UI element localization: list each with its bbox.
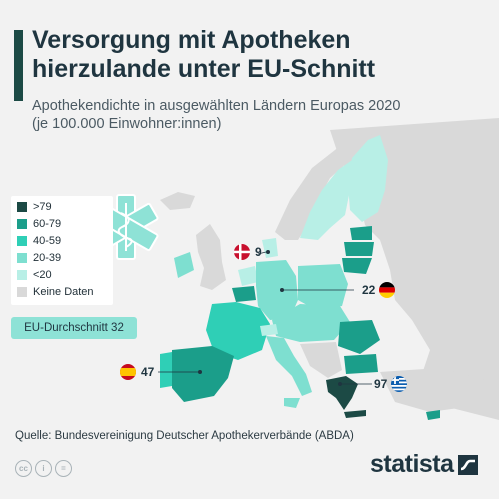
- license-icons: cc i =: [15, 460, 72, 477]
- leader-denmark-dot: [266, 250, 270, 254]
- region-uk: [196, 224, 226, 290]
- source-text: Quelle: Bundesvereinigung Deutscher Apot…: [15, 430, 354, 442]
- region-switzerland: [260, 324, 278, 336]
- region-ireland: [174, 252, 194, 278]
- region-netherlands: [238, 266, 258, 286]
- callout-value: 22: [362, 283, 376, 297]
- region-iceland: [160, 192, 195, 210]
- callout-germany: 22: [362, 282, 396, 298]
- callout-value: 97: [374, 377, 388, 391]
- attribution-icon[interactable]: i: [35, 460, 52, 477]
- legend-swatch: [17, 253, 27, 263]
- legend-label: 60-79: [33, 218, 62, 230]
- callout-denmark: 9: [234, 244, 262, 260]
- legend-swatch: [17, 270, 27, 280]
- callout-spain: 47: [120, 364, 154, 380]
- legend-label: 20-39: [33, 252, 62, 264]
- region-greece: [326, 376, 358, 410]
- legend-item: >79: [17, 199, 52, 215]
- legend-label: <20: [33, 269, 52, 281]
- legend-swatch: [17, 202, 27, 212]
- region-romania: [338, 320, 380, 354]
- denmark-flag-icon: [234, 244, 250, 260]
- page-subtitle: Apothekendichte in ausgewählten Ländern …: [32, 97, 400, 133]
- legend-item: 60-79: [17, 216, 61, 232]
- statista-logo-icon: [457, 454, 478, 475]
- legend-item: 40-59: [17, 233, 61, 249]
- region-balkans: [300, 342, 342, 378]
- subtitle-line2: (je 100.000 Einwohner:innen): [32, 116, 222, 132]
- leader-denmark: [257, 251, 267, 255]
- legend-label: 40-59: [33, 235, 62, 247]
- legend: >79 60-79 40-59 20-39 <20 Keine Daten: [11, 196, 113, 305]
- page-title: Versorgung mit Apotheken hierzulande unt…: [32, 26, 376, 83]
- eu-average-badge: EU-Durchschnitt 32: [11, 317, 137, 339]
- region-sicily: [284, 398, 300, 408]
- leader-germany-dot: [280, 288, 284, 292]
- region-finland: [348, 135, 388, 222]
- legend-item: 20-39: [17, 250, 61, 266]
- subtitle-line1: Apothekendichte in ausgewählten Ländern …: [32, 98, 401, 114]
- cc-icon[interactable]: cc: [15, 460, 32, 477]
- region-sweden: [300, 158, 362, 240]
- region-italy: [266, 336, 312, 396]
- region-crete: [344, 410, 366, 418]
- greece-flag-icon: [391, 376, 408, 392]
- no-derivatives-icon[interactable]: =: [55, 460, 72, 477]
- region-poland: [298, 264, 348, 310]
- region-belgium: [232, 286, 256, 302]
- brand-name: statista: [370, 450, 454, 478]
- region-central: [272, 304, 350, 342]
- region-estonia: [350, 226, 372, 240]
- region-lithuania: [342, 258, 372, 274]
- region-germany: [256, 260, 298, 320]
- statista-logo[interactable]: statista: [370, 450, 478, 479]
- callout-greece: 97: [374, 376, 408, 392]
- region-turkey: [380, 368, 485, 412]
- region-france: [206, 302, 270, 360]
- legend-item: Keine Daten: [17, 284, 94, 300]
- region-latvia: [344, 242, 374, 256]
- leader-spain-dot: [198, 370, 202, 374]
- spain-flag-icon: [120, 364, 136, 380]
- legend-swatch: [17, 236, 27, 246]
- legend-swatch: [17, 219, 27, 229]
- region-denmark: [262, 238, 278, 258]
- region-portugal: [160, 352, 172, 388]
- legend-swatch: [17, 287, 27, 297]
- region-norway: [275, 133, 372, 240]
- region-spain: [172, 346, 234, 402]
- leader-greece-dot: [338, 382, 342, 386]
- callout-value: 47: [141, 365, 155, 379]
- germany-flag-icon: [379, 282, 396, 298]
- title-accent-bar: [14, 30, 23, 101]
- legend-label: Keine Daten: [33, 286, 94, 298]
- legend-item: <20: [17, 267, 52, 283]
- region-bulgaria: [344, 354, 378, 374]
- region-cyprus: [426, 410, 440, 420]
- legend-label: >79: [33, 201, 52, 213]
- callout-value: 9: [255, 245, 262, 259]
